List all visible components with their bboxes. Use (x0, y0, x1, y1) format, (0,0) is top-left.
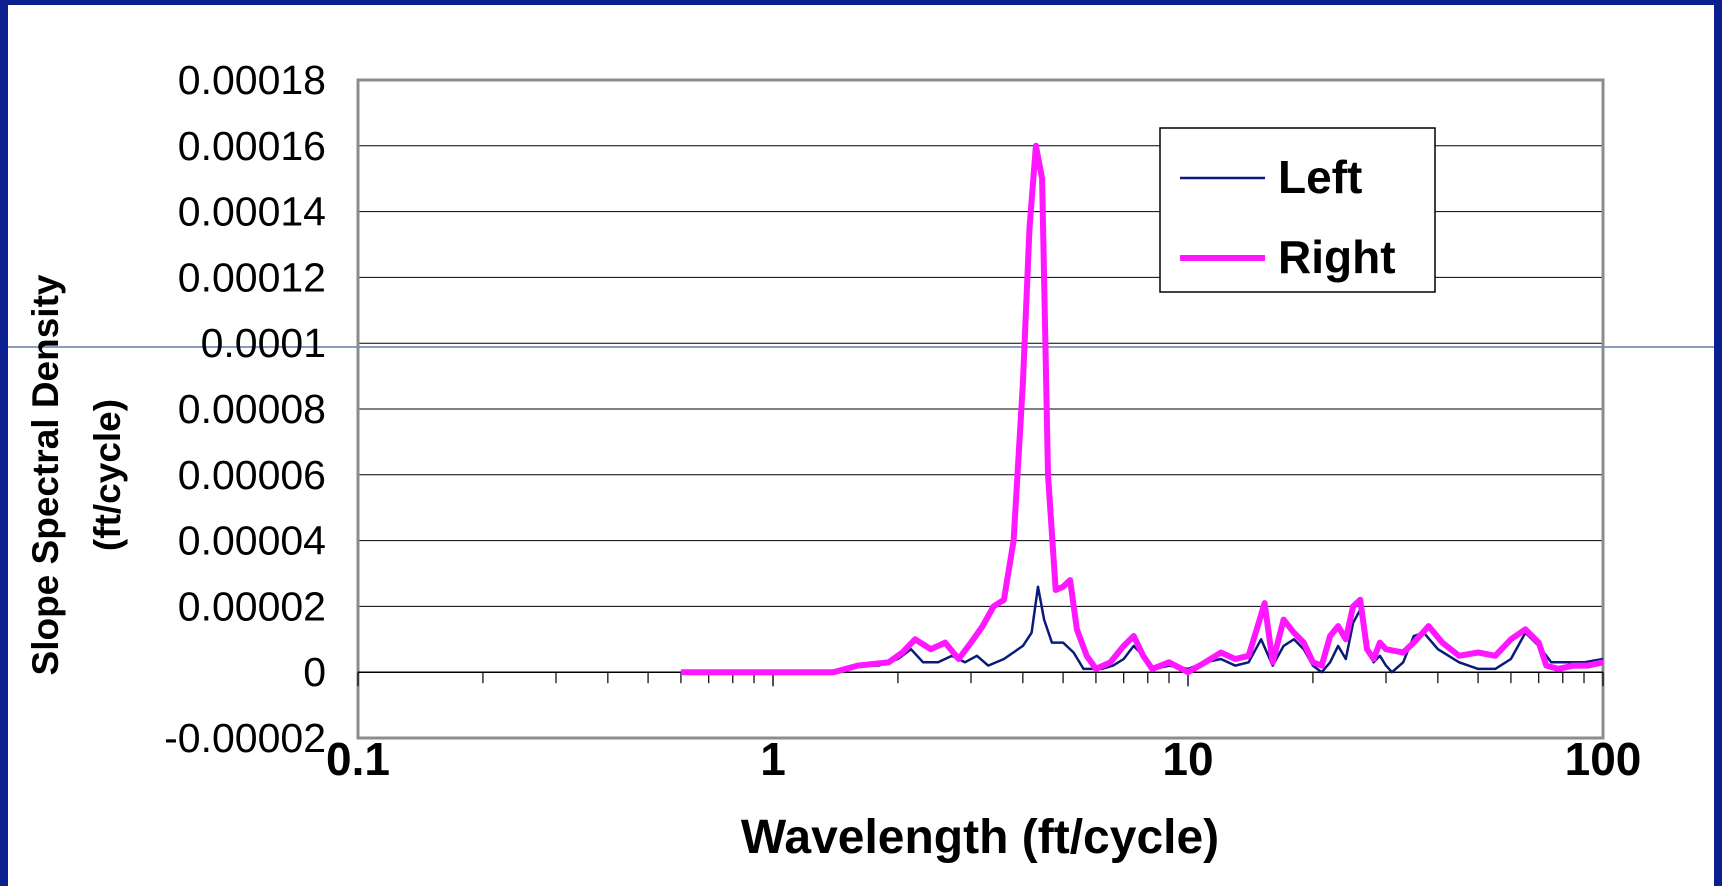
legend-label-left: Left (1278, 151, 1362, 203)
plot-area-border (356, 78, 1605, 740)
y-tick-label: 0.00016 (178, 123, 326, 169)
y-tick-label: 0.00018 (178, 57, 326, 103)
series-lines (680, 142, 1604, 676)
x-tick-label: 100 (1565, 733, 1642, 785)
x-tick-labels: 0.1 1 10 100 (326, 733, 1641, 785)
x-tick-label: 0.1 (326, 733, 390, 785)
legend-box (1159, 127, 1436, 293)
y-tick-label: 0.00008 (178, 386, 326, 432)
y-tick-label: 0.00006 (178, 452, 326, 498)
y-tick-label: 0.00004 (178, 518, 326, 564)
y-tick-label: -0.00002 (164, 715, 326, 761)
x-tick-label: 10 (1162, 733, 1213, 785)
y-tick-label: 0 (303, 649, 326, 695)
y-tick-label: 0.00012 (178, 254, 326, 300)
legend-label-right: Right (1278, 231, 1396, 283)
y-tick-labels: -0.00002 0 0.00002 0.00004 0.00006 0.00008 0.0… (164, 57, 326, 761)
y-tick-label: 0.0001 (201, 320, 326, 366)
y-axis-label-line2: (ft/cycle) (87, 399, 128, 551)
y-axis-label: Slope Spectral Density (ft/cycle) (25, 274, 128, 675)
x-tick-label: 1 (760, 733, 786, 785)
x-axis-label: Wavelength (ft/cycle) (741, 811, 1219, 864)
series-line-left (680, 585, 1604, 674)
y-tick-label: 0.00014 (178, 189, 326, 235)
series-line-right (680, 142, 1604, 676)
x-axis-zero-line (357, 671, 1604, 687)
legend: Left Right (1159, 127, 1436, 293)
y-tick-label: 0.00002 (178, 583, 326, 629)
y-axis-label-line1: Slope Spectral Density (25, 274, 66, 675)
